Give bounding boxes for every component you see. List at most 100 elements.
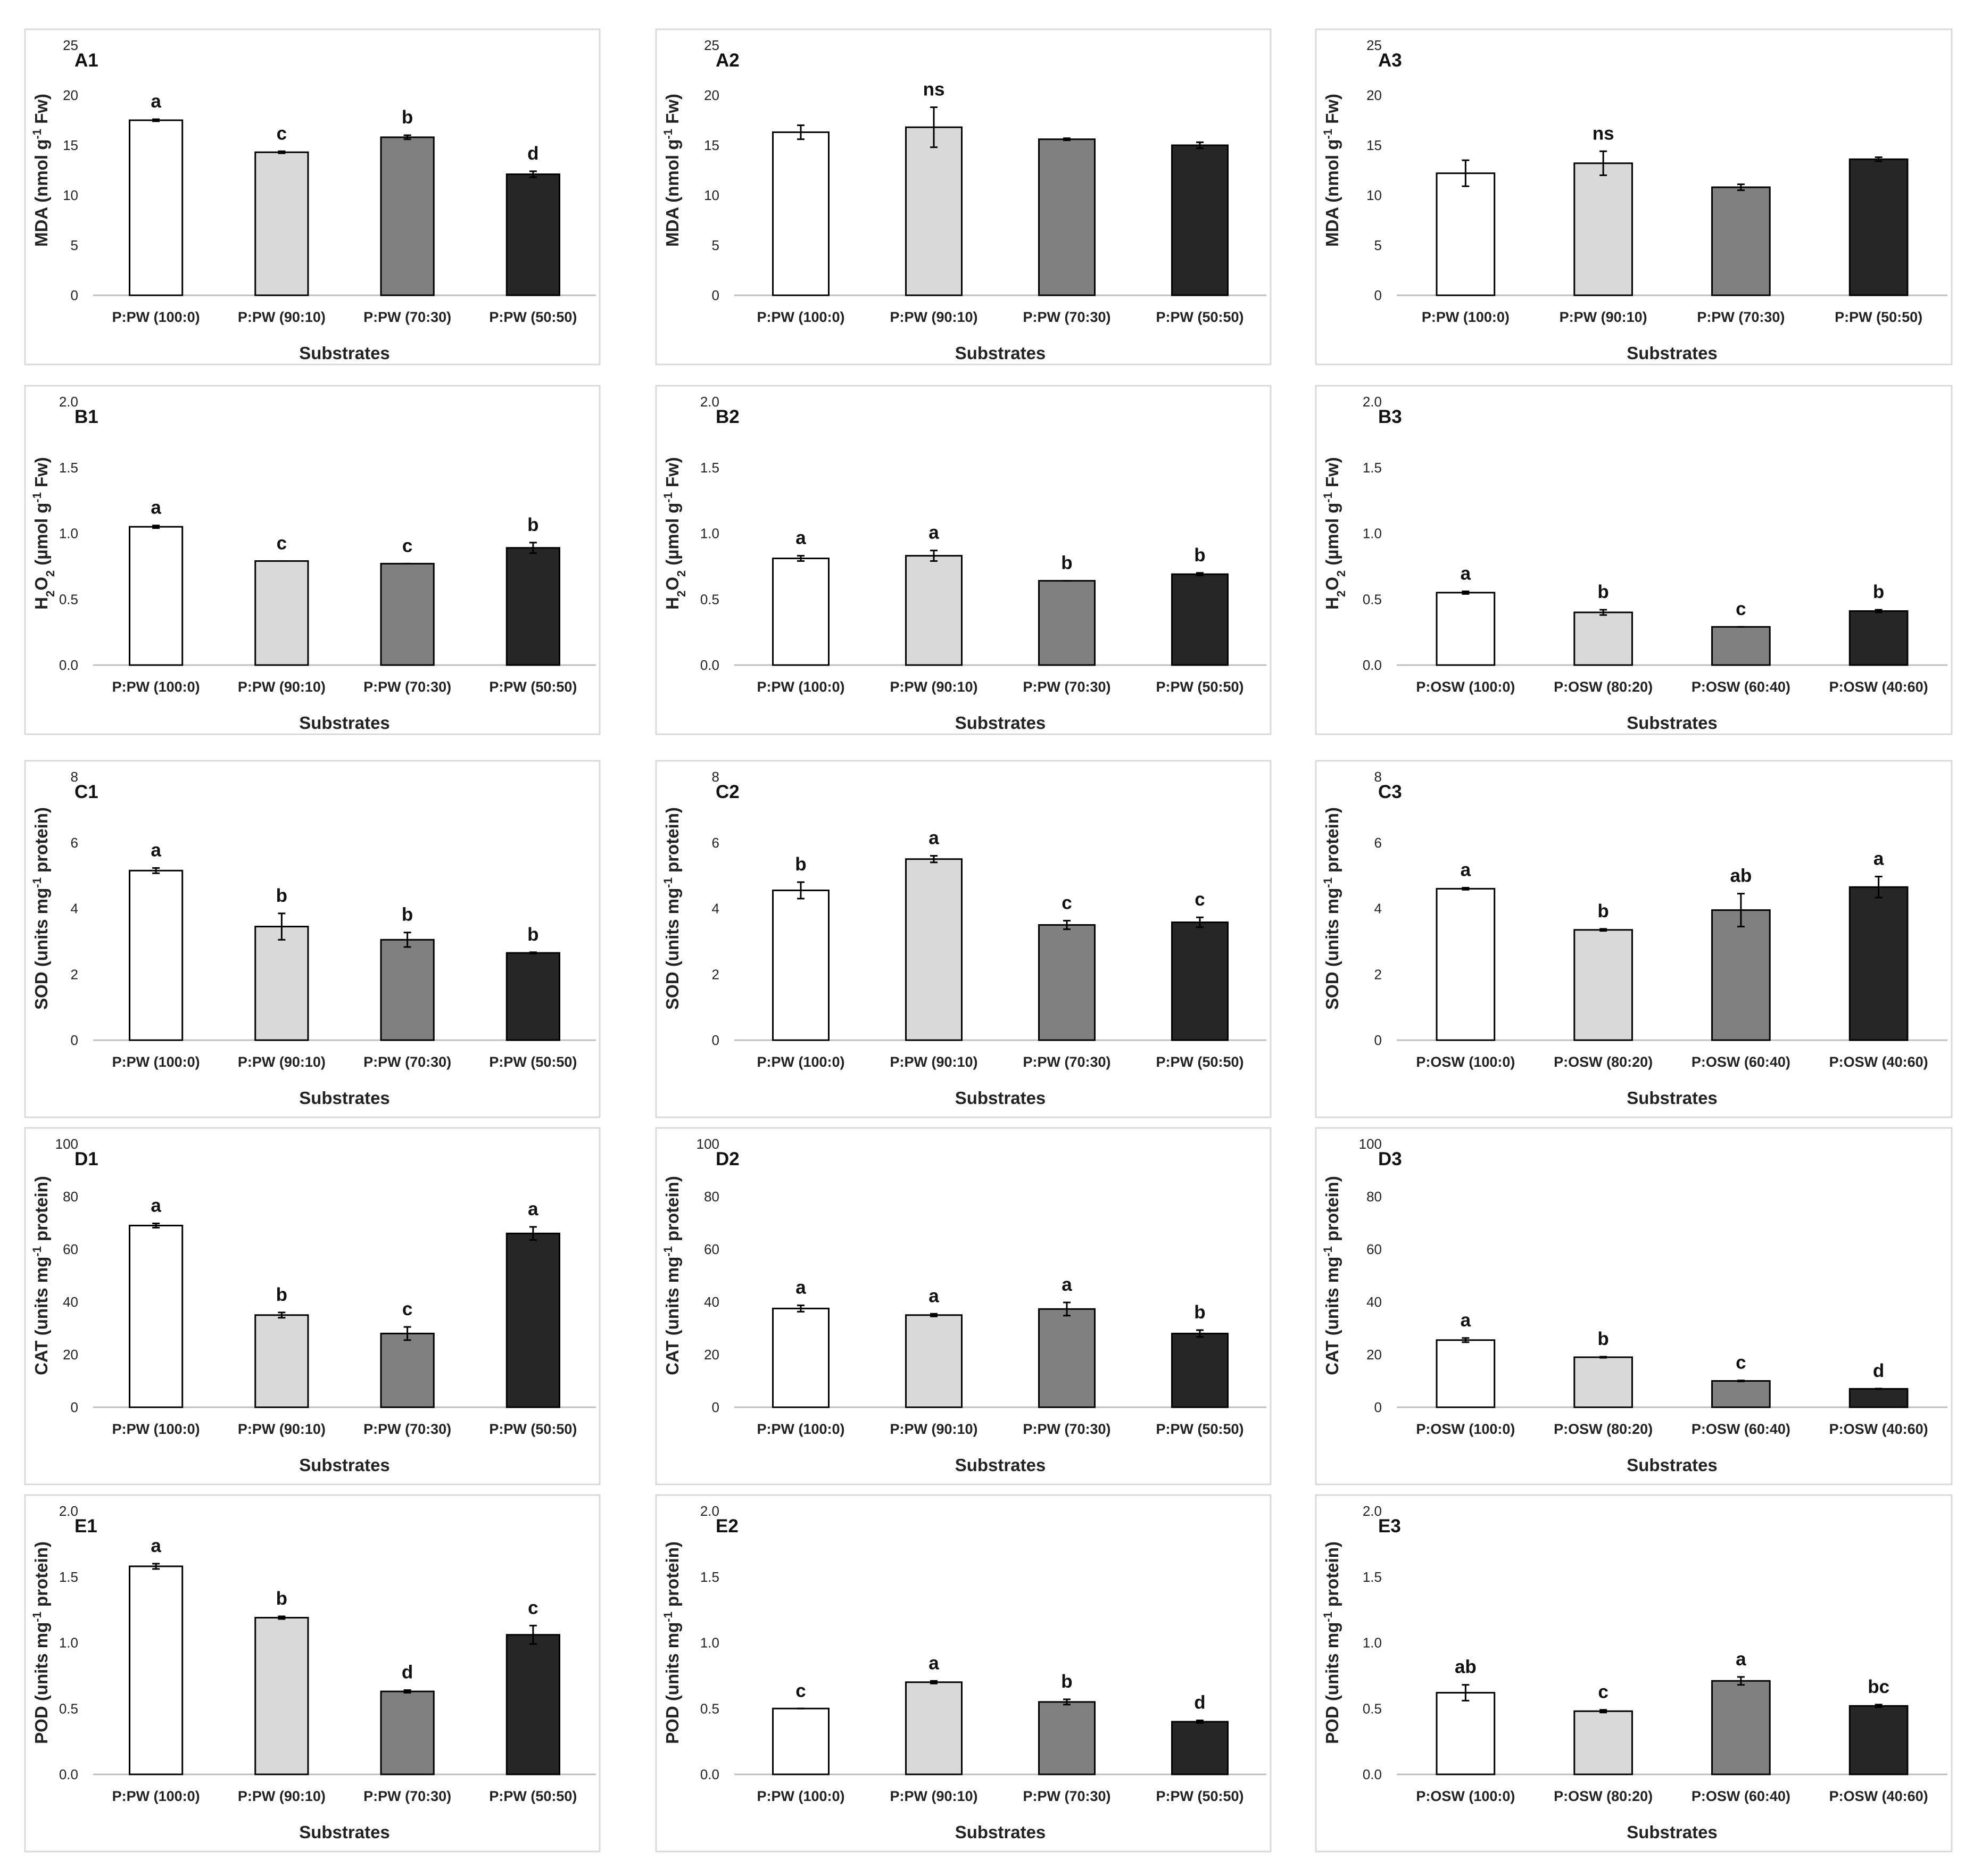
y-tick-label: 8 xyxy=(71,769,78,785)
error-bar xyxy=(1196,141,1204,150)
y-tick-label: 2.0 xyxy=(59,394,78,410)
bar-C2-1 xyxy=(772,889,830,1041)
x-category-label: P:PW (50:50) xyxy=(1835,309,1922,325)
x-category-label: P:OSW (60:40) xyxy=(1692,1054,1790,1070)
error-bar xyxy=(1063,1301,1071,1317)
error-bar xyxy=(930,550,938,562)
significance-letter: d xyxy=(402,1662,413,1683)
significance-letter: b xyxy=(276,885,287,906)
y-tick-label: 25 xyxy=(1366,37,1382,53)
bar-B3-3 xyxy=(1711,626,1771,666)
y-tick-label: 10 xyxy=(63,187,78,203)
x-category-label: P:PW (70:30) xyxy=(363,309,451,325)
x-category-label: P:PW (100:0) xyxy=(757,679,844,695)
x-category-label: P:PW (50:50) xyxy=(489,679,577,695)
panel-frame xyxy=(655,1494,1272,1853)
error-bar xyxy=(152,525,160,529)
chart-D3: 0 20 40 60 80 100 a P:OSW (100:0) b P:OSW (80:20)… xyxy=(1315,1127,1953,1485)
x-category-label: P:PW (70:30) xyxy=(1023,679,1110,695)
bar-D1-3 xyxy=(380,1332,435,1408)
bar-B1-1 xyxy=(129,526,184,666)
significance-letter: a xyxy=(151,91,161,112)
y-tick-label: 0 xyxy=(1374,1399,1382,1415)
x-category-label: P:PW (90:10) xyxy=(238,679,326,695)
chart-C3: 0 2 4 6 8 a P:OSW (100:0) b P:OSW (80:20) ab P:OSW… xyxy=(1315,760,1953,1118)
y-tick-label: 20 xyxy=(704,87,719,103)
y-tick-label: 0 xyxy=(712,1399,719,1415)
error-bar xyxy=(1599,150,1607,176)
y-tick-label: 0.5 xyxy=(1363,1700,1382,1716)
panel-label: E2 xyxy=(716,1516,739,1537)
chart-D1: 0 20 40 60 80 100 a P:PW (100:0) b P:PW (90:10) c P… xyxy=(24,1127,601,1485)
y-tick-label: 0.5 xyxy=(59,1700,78,1716)
panel-frame xyxy=(24,1127,601,1485)
error-bar xyxy=(1737,1676,1745,1686)
x-category-label: P:PW (100:0) xyxy=(757,1054,844,1070)
significance-letter: a xyxy=(151,1195,161,1216)
significance-letter: ab xyxy=(1455,1657,1477,1678)
y-tick-label: 20 xyxy=(63,87,78,103)
x-category-label: P:OSW (40:60) xyxy=(1829,1054,1928,1070)
error-bar xyxy=(797,1304,805,1313)
y-tick-label: 1.0 xyxy=(59,526,78,542)
bar-C1-4 xyxy=(505,952,560,1041)
significance-letter: bc xyxy=(1868,1676,1889,1697)
error-bar xyxy=(1462,1337,1470,1343)
y-axis-title: H2O2 (µmol g-1 Fw) xyxy=(1321,457,1348,610)
y-tick-label: 0.0 xyxy=(700,657,719,673)
significance-letter: b xyxy=(1873,582,1884,602)
y-tick-label: 4 xyxy=(1374,901,1382,917)
x-category-label: P:PW (100:0) xyxy=(1422,309,1510,325)
bar-B3-1 xyxy=(1436,592,1496,666)
significance-letter: a xyxy=(928,522,939,543)
bar-C1-2 xyxy=(254,926,309,1041)
y-axis-title: MDA (nmol g-1 Fw) xyxy=(661,94,683,247)
x-axis-title: Substrates xyxy=(1627,1822,1718,1842)
x-category-label: P:PW (90:10) xyxy=(238,309,326,325)
error-bar xyxy=(278,1615,286,1620)
y-tick-label: 0 xyxy=(1374,287,1382,303)
y-tick-label: 0.0 xyxy=(59,1766,78,1782)
x-category-label: P:OSW (80:20) xyxy=(1554,679,1653,695)
x-category-label: P:PW (50:50) xyxy=(1156,1421,1243,1437)
bar-A1-2 xyxy=(254,151,309,296)
y-axis-title: MDA (nmol g-1 Fw) xyxy=(1321,94,1342,247)
bar-D2-1 xyxy=(772,1307,830,1408)
bar-D3-4 xyxy=(1848,1388,1909,1408)
error-bar xyxy=(797,555,805,562)
significance-letter: ns xyxy=(1593,123,1614,144)
error-bar xyxy=(152,1563,160,1570)
x-category-label: P:PW (70:30) xyxy=(1023,1788,1110,1804)
chart-C1: 0 2 4 6 8 a P:PW (100:0) b P:PW (90:10) b P:PW (70… xyxy=(24,760,601,1118)
x-category-label: P:OSW (80:20) xyxy=(1554,1054,1653,1070)
significance-letter: a xyxy=(528,1199,538,1219)
y-tick-label: 10 xyxy=(704,187,719,203)
y-tick-label: 2.0 xyxy=(1363,1503,1382,1519)
bar-D3-3 xyxy=(1711,1380,1771,1408)
panel-label: A1 xyxy=(74,50,98,71)
bar-D3-1 xyxy=(1436,1339,1496,1408)
x-category-label: P:PW (50:50) xyxy=(1156,1788,1243,1804)
x-category-label: P:PW (90:10) xyxy=(890,309,977,325)
y-tick-label: 1.0 xyxy=(700,1635,719,1651)
chart-B1: 0.0 0.5 1.0 1.5 2.0 a P:PW (100:0) c P:PW (90:10… xyxy=(24,385,601,735)
x-category-label: P:PW (100:0) xyxy=(757,1421,844,1437)
significance-letter: a xyxy=(1736,1649,1746,1670)
panel-frame xyxy=(24,385,601,735)
panel-frame xyxy=(1315,1494,1953,1853)
y-tick-label: 0.0 xyxy=(59,657,78,673)
panel-frame xyxy=(1315,28,1953,366)
significance-letter: b xyxy=(276,1284,287,1305)
bar-B3-2 xyxy=(1573,611,1633,666)
x-axis-title: Substrates xyxy=(955,713,1046,733)
significance-letter: b xyxy=(1194,1302,1205,1323)
chart-A3: 0 5 10 15 20 25 P:PW (100:0) ns P:PW (90:10) P:PW… xyxy=(1315,28,1953,366)
y-tick-label: 0.5 xyxy=(700,1700,719,1716)
significance-letter: a xyxy=(795,1277,806,1298)
y-tick-label: 4 xyxy=(71,901,78,917)
chart-E1: 0.0 0.5 1.0 1.5 2.0 a P:PW (100:0) b P:PW (90:10… xyxy=(24,1494,601,1853)
error-bar xyxy=(1599,1356,1607,1359)
error-bar xyxy=(403,932,411,948)
significance-letter: b xyxy=(1597,901,1609,922)
y-axis-title: H2O2 (µmol g-1 Fw) xyxy=(661,457,688,610)
